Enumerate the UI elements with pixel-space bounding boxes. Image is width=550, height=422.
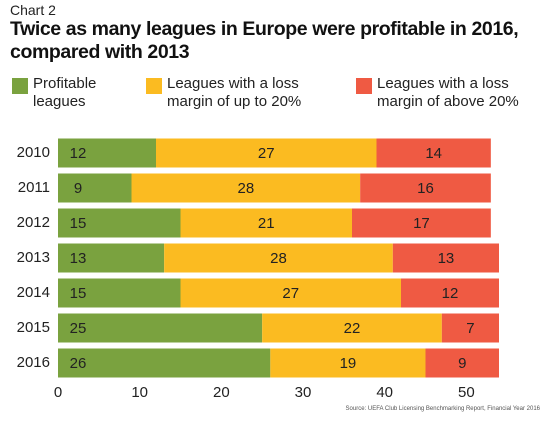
bar-segment bbox=[164, 243, 393, 273]
y-tick-label: 2011 bbox=[18, 179, 50, 196]
bar-segment bbox=[58, 348, 271, 378]
value-label: 7 bbox=[466, 320, 474, 337]
value-label: 13 bbox=[70, 250, 87, 267]
value-label: 15 bbox=[70, 285, 87, 302]
value-label: 19 bbox=[340, 355, 357, 372]
value-label: 21 bbox=[258, 215, 275, 232]
value-label: 22 bbox=[344, 320, 361, 337]
value-label: 9 bbox=[74, 180, 82, 197]
value-label: 16 bbox=[417, 180, 434, 197]
x-tick-label: 10 bbox=[131, 384, 148, 401]
bar-segment bbox=[352, 208, 491, 238]
bar-segment bbox=[156, 138, 377, 168]
source: Source: UEFA Club Licensing Benchmarking… bbox=[345, 406, 540, 412]
y-tick-label: 2016 bbox=[17, 354, 50, 371]
value-label: 27 bbox=[282, 285, 299, 302]
value-label: 25 bbox=[70, 320, 87, 337]
bar-segment bbox=[131, 173, 361, 203]
y-tick-label: 2014 bbox=[17, 284, 50, 301]
bar-segment bbox=[58, 278, 181, 308]
value-label: 28 bbox=[270, 250, 287, 267]
legend-label: Profitable leagues bbox=[33, 75, 97, 110]
y-tick-label: 2012 bbox=[17, 214, 50, 231]
value-label: 12 bbox=[70, 145, 87, 162]
bar-segment bbox=[58, 138, 156, 168]
bar-segment bbox=[262, 313, 442, 343]
bar-segment bbox=[58, 208, 181, 238]
value-label: 12 bbox=[442, 285, 459, 302]
value-label: 9 bbox=[458, 355, 466, 372]
bar-segment bbox=[58, 173, 132, 203]
x-tick-label: 50 bbox=[458, 384, 475, 401]
value-label: 14 bbox=[425, 145, 442, 162]
legend-swatch bbox=[356, 78, 372, 94]
x-tick-label: 20 bbox=[213, 384, 230, 401]
bar-segment bbox=[360, 173, 491, 203]
x-tick-label: 0 bbox=[54, 384, 62, 401]
bar-segment bbox=[401, 278, 499, 308]
value-label: 27 bbox=[258, 145, 275, 162]
bar-segment bbox=[392, 243, 499, 273]
x-tick-label: 30 bbox=[295, 384, 312, 401]
chart-label: Chart 2 bbox=[10, 2, 56, 18]
chart-title: Twice as many leagues in Europe were pro… bbox=[10, 18, 519, 63]
bar-segment bbox=[376, 138, 491, 168]
legend-swatch bbox=[146, 78, 162, 94]
y-tick-label: 2015 bbox=[17, 319, 50, 336]
y-tick-label: 2013 bbox=[17, 249, 50, 266]
bar-segment bbox=[441, 313, 499, 343]
value-label: 28 bbox=[237, 180, 254, 197]
bar-segment bbox=[180, 208, 352, 238]
legend-swatch bbox=[12, 78, 28, 94]
value-label: 17 bbox=[413, 215, 430, 232]
bar-segment bbox=[270, 348, 426, 378]
value-label: 13 bbox=[438, 250, 455, 267]
value-label: 15 bbox=[70, 215, 87, 232]
y-tick-label: 2010 bbox=[17, 144, 50, 161]
value-label: 26 bbox=[70, 355, 87, 372]
bar-segment bbox=[58, 243, 165, 273]
legend-label: Leagues with a loss margin of up to 20% bbox=[167, 75, 302, 110]
bar-segment bbox=[58, 313, 263, 343]
x-tick-label: 40 bbox=[376, 384, 393, 401]
legend-label: Leagues with a loss margin of above 20% bbox=[377, 75, 519, 110]
bar-segment bbox=[425, 348, 499, 378]
bar-segment bbox=[180, 278, 401, 308]
